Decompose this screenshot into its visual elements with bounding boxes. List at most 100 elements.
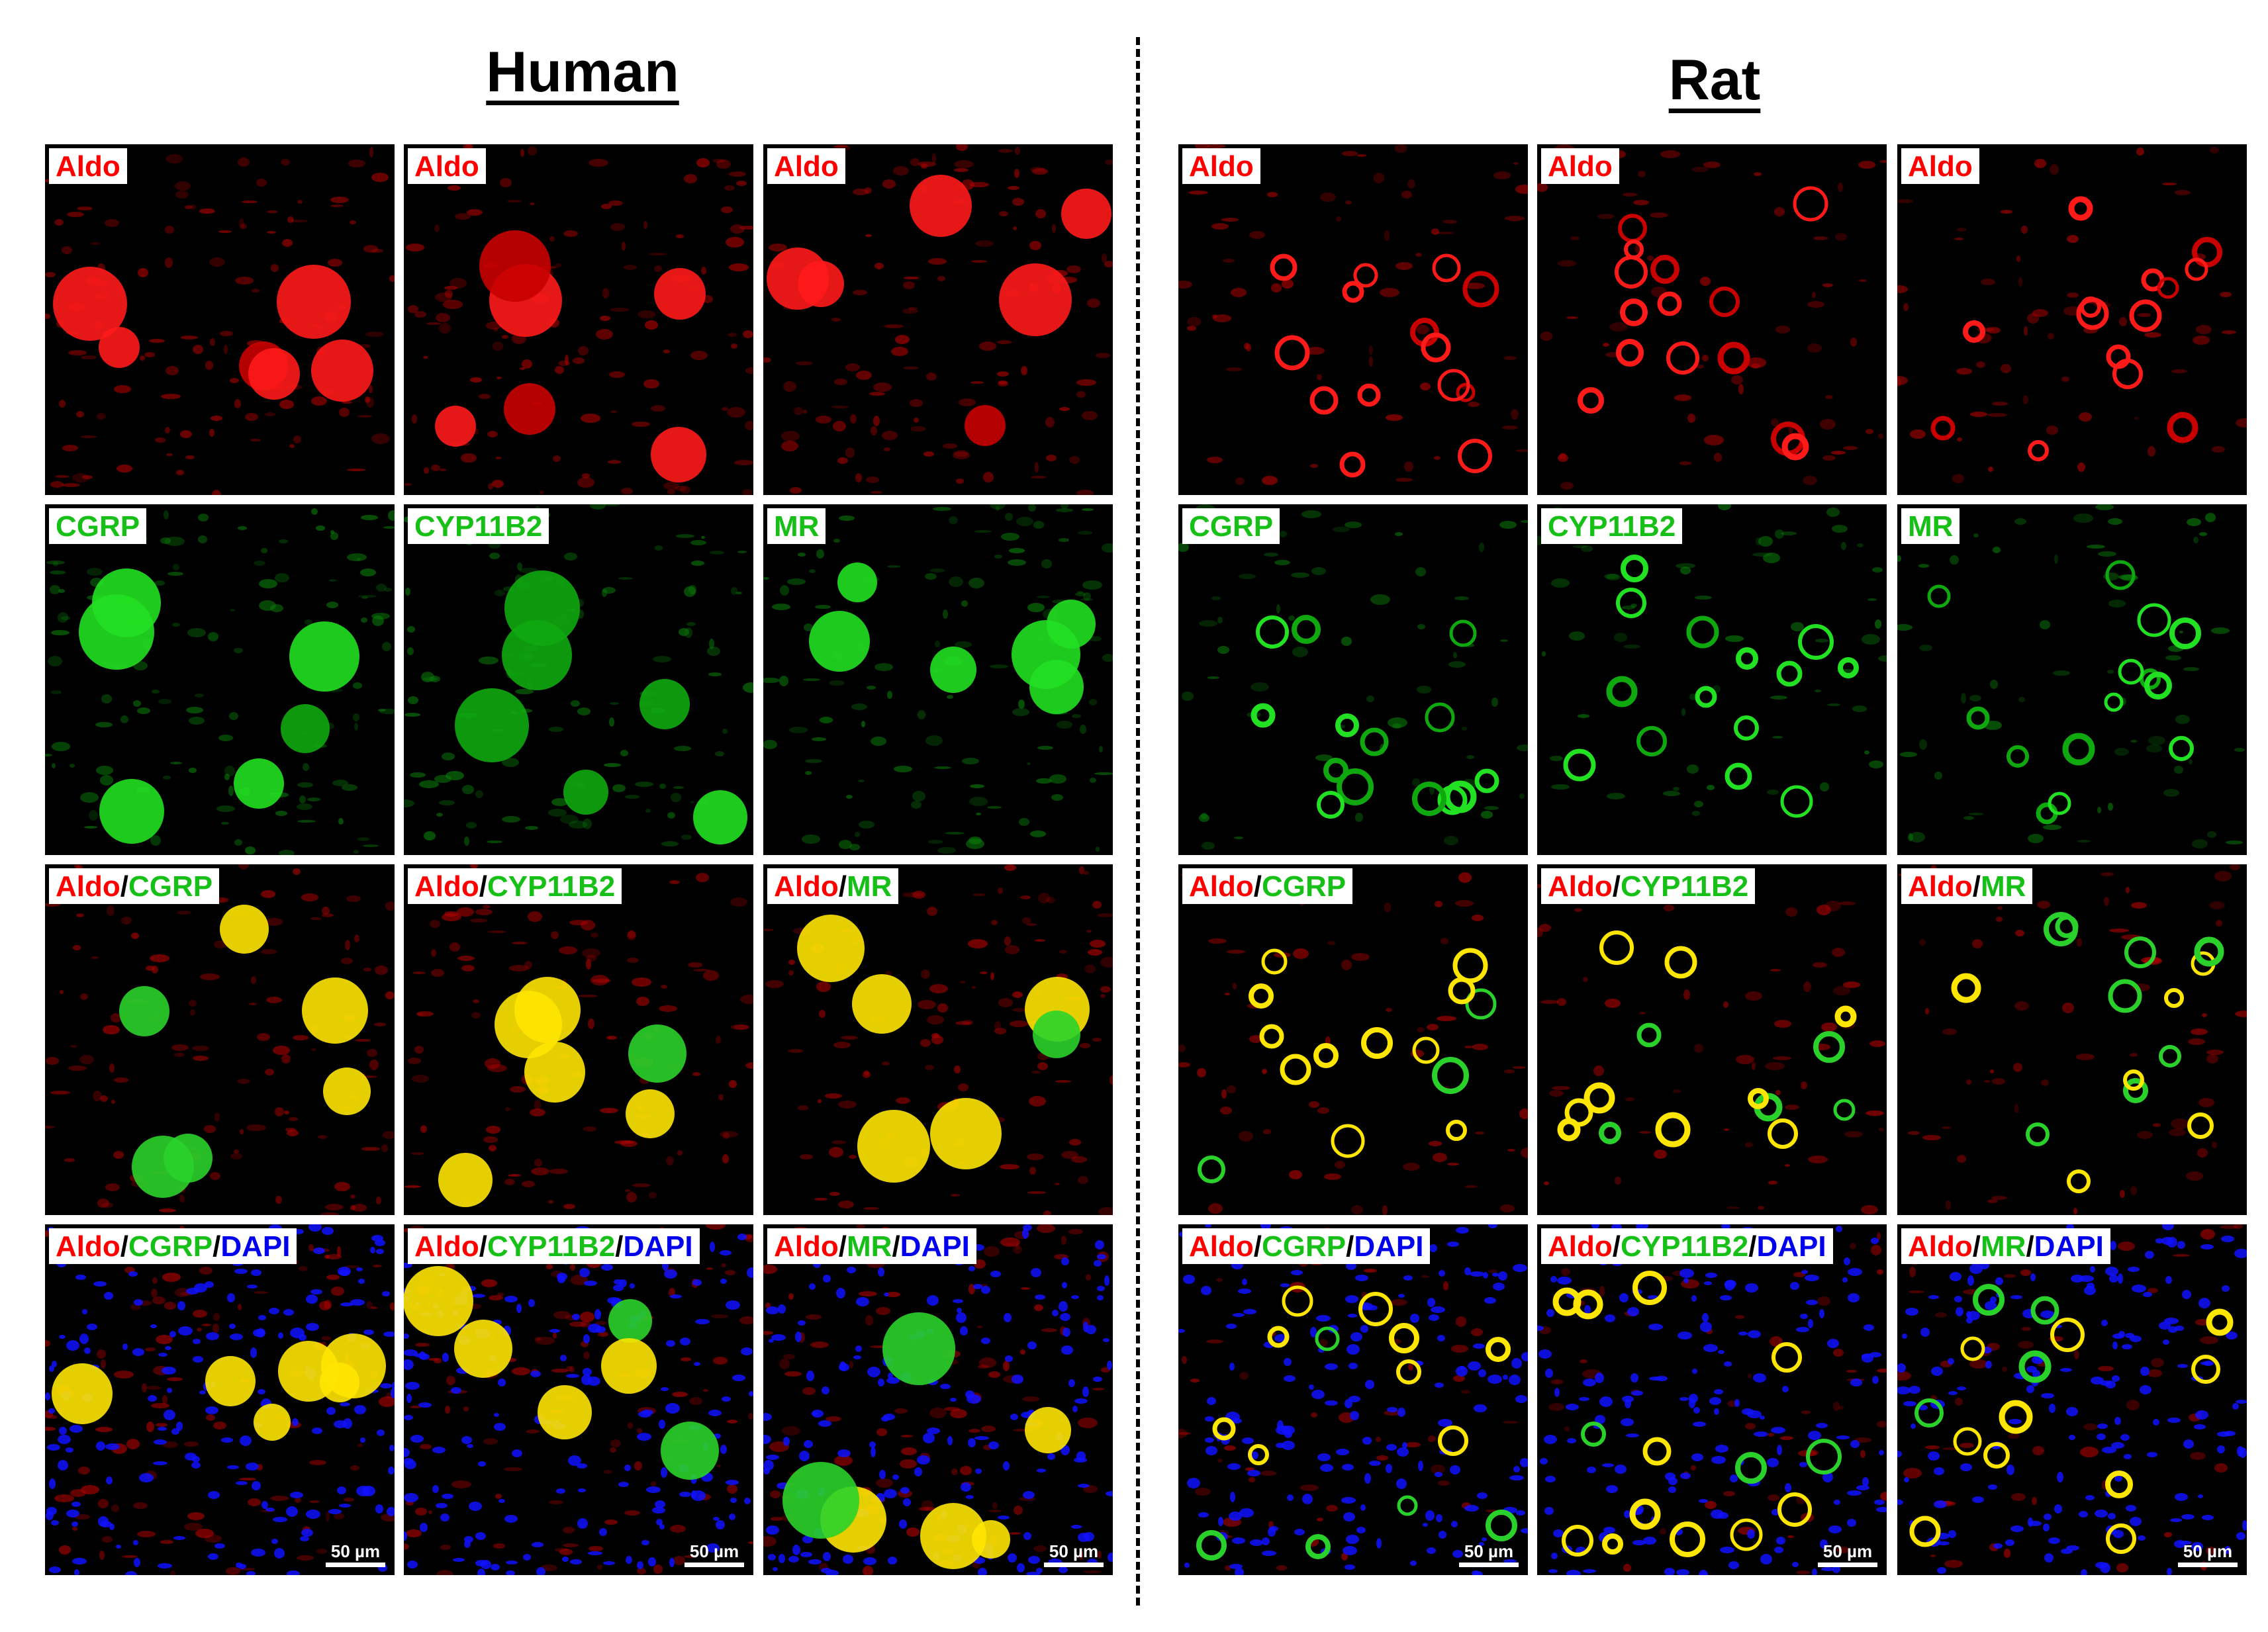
dapi-nucleus <box>1205 1437 1214 1443</box>
dapi-nucleus <box>1082 1386 1089 1397</box>
tissue-texture <box>1925 1008 1929 1015</box>
dapi-nucleus <box>1692 1369 1697 1374</box>
dapi-nucleus <box>855 1345 862 1352</box>
dapi-nucleus <box>169 1331 176 1337</box>
dapi-nucleus <box>2026 1366 2037 1373</box>
dapi-nucleus <box>1767 1458 1779 1467</box>
tissue-texture <box>954 450 969 457</box>
tissue-texture <box>551 931 559 939</box>
labeled-cell <box>132 1136 194 1198</box>
dapi-nucleus <box>1711 1456 1726 1464</box>
tissue-texture <box>176 470 184 475</box>
tissue-texture <box>531 1167 549 1175</box>
dapi-nucleus <box>2181 1514 2195 1519</box>
tissue-texture <box>1957 228 1966 232</box>
tissue-texture <box>412 414 417 424</box>
dapi-nucleus <box>973 1284 982 1289</box>
tissue-texture <box>783 381 796 392</box>
tissue-texture <box>1702 355 1709 361</box>
tissue-texture <box>1052 224 1056 233</box>
tissue-texture <box>1233 983 1237 989</box>
dapi-nucleus <box>469 1502 482 1511</box>
tissue-texture <box>730 897 747 907</box>
labeled-cell <box>1446 1120 1467 1141</box>
dapi-nucleus <box>2091 1377 2104 1384</box>
tissue-texture <box>1211 223 1229 230</box>
tissue-texture <box>645 809 651 813</box>
human-panel-r3-c1: Aldo/CGRP <box>45 864 395 1215</box>
dapi-nucleus <box>659 1524 665 1529</box>
tissue-texture <box>163 776 171 780</box>
tissue-texture <box>191 204 196 210</box>
labeled-cell <box>1337 768 1374 805</box>
tissue-texture <box>1003 1361 1010 1371</box>
dapi-nucleus <box>1325 1400 1338 1406</box>
dapi-nucleus <box>1072 1406 1078 1412</box>
tissue-texture <box>445 1406 450 1414</box>
tissue-texture <box>863 1071 871 1078</box>
tissue-texture <box>2230 864 2240 870</box>
tissue-texture <box>564 553 577 561</box>
stain-label: MR <box>1901 508 1960 544</box>
tissue-texture <box>1787 1535 1794 1538</box>
tissue-texture <box>794 407 803 415</box>
tissue-texture <box>1664 905 1674 911</box>
dapi-nucleus <box>2109 1275 2118 1283</box>
tissue-texture <box>1021 366 1027 375</box>
tissue-texture <box>803 678 820 681</box>
tissue-texture <box>2020 1269 2031 1276</box>
tissue-texture <box>763 678 780 683</box>
tissue-texture <box>1033 521 1044 529</box>
tissue-texture <box>1289 1170 1302 1179</box>
dapi-nucleus <box>1071 1295 1079 1299</box>
tissue-texture <box>937 276 945 281</box>
tissue-texture <box>159 1208 176 1212</box>
tissue-texture <box>502 816 520 823</box>
tissue-texture <box>164 510 169 520</box>
tissue-texture <box>1850 338 1857 347</box>
dapi-nucleus <box>670 1294 682 1298</box>
tissue-texture <box>1689 694 1696 700</box>
tissue-texture <box>998 381 1008 385</box>
tissue-texture <box>2002 1367 2007 1372</box>
tissue-texture <box>680 486 690 494</box>
dapi-nucleus <box>2130 1517 2142 1526</box>
tissue-texture <box>111 1013 121 1022</box>
dapi-nucleus <box>133 1540 138 1545</box>
labeled-cell <box>852 974 912 1034</box>
dapi-nucleus <box>1439 1531 1446 1539</box>
tissue-texture <box>463 1406 469 1412</box>
tissue-texture <box>1080 725 1086 734</box>
tissue-texture <box>267 210 277 213</box>
tissue-texture <box>1199 620 1217 627</box>
dapi-nucleus <box>968 1438 976 1447</box>
tissue-texture <box>1102 543 1113 553</box>
tissue-texture <box>101 694 112 703</box>
dapi-nucleus <box>1983 1347 1992 1353</box>
dapi-nucleus <box>1928 1295 1939 1299</box>
tissue-texture <box>436 313 450 322</box>
tissue-texture <box>307 797 320 801</box>
tissue-texture <box>1984 1080 1991 1083</box>
tissue-texture <box>672 1392 688 1397</box>
tissue-texture <box>1008 559 1026 566</box>
dapi-nucleus <box>1850 1440 1860 1448</box>
tissue-texture <box>546 1264 553 1269</box>
dapi-nucleus <box>1683 1278 1689 1283</box>
tissue-texture <box>1521 1148 1528 1158</box>
dapi-nucleus <box>442 1353 449 1362</box>
dapi-nucleus <box>360 1437 365 1443</box>
tissue-texture <box>1395 478 1413 482</box>
tissue-texture <box>281 1054 291 1064</box>
tissue-texture <box>1104 261 1113 267</box>
tissue-texture <box>2206 1054 2218 1064</box>
tissue-texture <box>1869 1040 1885 1047</box>
tissue-texture <box>926 373 937 381</box>
labeled-cell <box>972 1520 1010 1559</box>
tissue-texture <box>58 589 65 593</box>
dapi-nucleus <box>1513 1466 1520 1473</box>
tissue-texture <box>891 347 908 356</box>
tissue-texture <box>674 746 691 751</box>
tissue-texture <box>553 1311 571 1319</box>
dapi-nucleus <box>1567 1438 1576 1443</box>
